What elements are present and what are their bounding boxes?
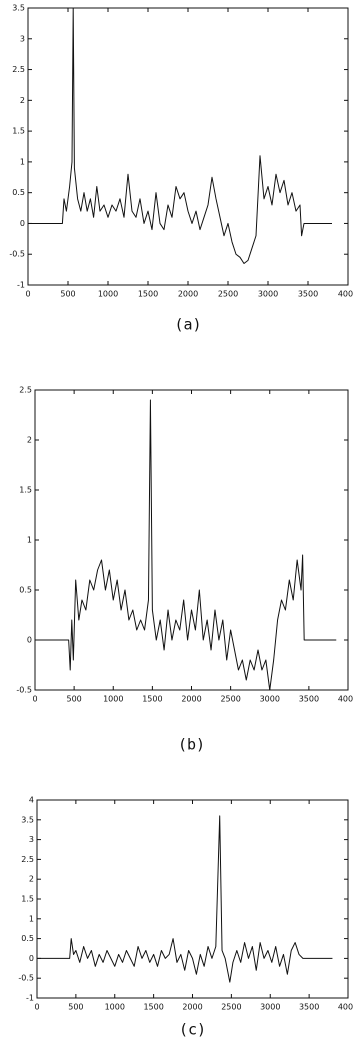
x-tick-label: 3500 [299,1003,319,1012]
x-tick-label: 1500 [143,1003,163,1012]
y-tick-label: 1.5 [19,486,32,495]
y-tick-label: 2 [29,875,34,884]
y-tick-label: 4 [29,796,34,805]
y-tick-label: 0.5 [21,934,34,943]
y-tick-label: 3.5 [21,815,34,824]
y-tick-label: 3 [29,835,34,844]
plot-frame [34,389,349,691]
x-tick-label: 0 [34,1003,39,1012]
caption: (b) [178,736,205,754]
plot-frame [27,7,349,286]
y-tick-label: 1 [20,157,25,166]
x-tick-label: 2500 [221,1003,241,1012]
x-tick-label: 3500 [299,695,319,704]
y-tick-label: 0.5 [19,586,32,595]
x-tick-label: 4000 [338,695,353,704]
x-tick-label: 0 [32,695,37,704]
y-tick-label: -0.5 [18,974,34,983]
caption: (a) [174,316,201,334]
y-tick-label: 2.5 [19,386,32,395]
x-tick-label: 1500 [142,695,162,704]
y-tick-label: -0.5 [9,250,25,259]
plot-frame [36,799,349,999]
y-tick-label: 0 [27,636,32,645]
y-tick-label: 1 [29,914,34,923]
y-tick-label: 2.5 [12,65,25,74]
y-tick-label: 0.5 [12,188,25,197]
y-tick-label: 1.5 [21,895,34,904]
x-tick-label: 2500 [218,290,238,299]
y-tick-label: 1 [27,536,32,545]
x-tick-label: 1000 [103,695,123,704]
caption: (c) [179,1021,206,1039]
x-tick-label: 3500 [298,290,318,299]
x-tick-label: 500 [60,290,75,299]
x-tick-label: 1000 [105,1003,125,1012]
x-tick-label: 1500 [138,290,158,299]
y-tick-label: 3 [20,34,25,43]
y-tick-label: -1 [26,994,34,1003]
x-tick-label: 500 [68,1003,83,1012]
x-tick-label: 4000 [338,1003,353,1012]
x-tick-label: 2000 [181,695,201,704]
y-tick-label: 2 [20,96,25,105]
x-tick-label: 2000 [182,1003,202,1012]
y-tick-label: -0.5 [16,686,32,695]
x-tick-label: 2000 [178,290,198,299]
y-tick-label: 1.5 [12,127,25,136]
x-tick-label: 2500 [220,695,240,704]
x-tick-label: 3000 [258,290,278,299]
signal-line [37,815,333,983]
x-tick-label: 0 [25,290,30,299]
y-tick-label: 2 [27,436,32,445]
x-tick-label: 3000 [260,1003,280,1012]
x-tick-label: 3000 [260,695,280,704]
y-tick-label: 0 [29,954,34,963]
y-tick-label: 0 [20,219,25,228]
y-tick-label: 3.5 [12,4,25,13]
x-tick-label: 1000 [98,290,118,299]
y-tick-label: -1 [17,281,25,290]
y-tick-label: 2.5 [21,855,34,864]
signal-line [28,7,332,264]
x-tick-label: 500 [66,695,81,704]
x-tick-label: 4000 [338,290,353,299]
signal-line [35,399,337,691]
